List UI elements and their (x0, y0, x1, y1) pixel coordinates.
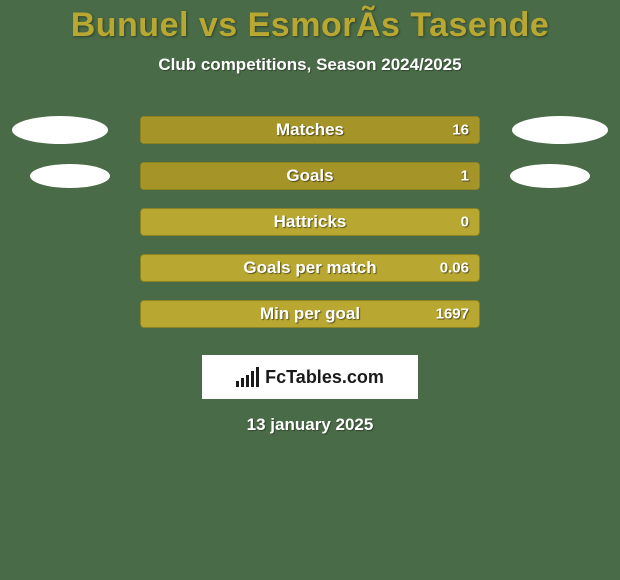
stat-row: Goals per match0.06 (0, 245, 620, 291)
bar-track: Hattricks0 (140, 208, 480, 236)
stat-value: 0 (461, 214, 469, 231)
logo-text: FcTables.com (265, 367, 384, 388)
right-ellipse (510, 164, 590, 188)
logo-box: FcTables.com (202, 355, 418, 399)
stat-label: Min per goal (141, 304, 479, 324)
bar-track: Matches16 (140, 116, 480, 144)
stat-label: Goals per match (141, 258, 479, 278)
left-ellipse (12, 116, 108, 144)
logo-bars-icon (236, 367, 259, 387)
stat-value: 16 (452, 122, 469, 139)
stat-row: Min per goal1697 (0, 291, 620, 337)
stat-label: Goals (141, 166, 479, 186)
bar-track: Min per goal1697 (140, 300, 480, 328)
stat-row: Goals1 (0, 153, 620, 199)
right-ellipse (512, 116, 608, 144)
stat-value: 1 (461, 168, 469, 185)
comparison-chart: Matches16 Goals1 Hattricks0 Goals per match… (0, 107, 620, 337)
page-subtitle: Club competitions, Season 2024/2025 (0, 55, 620, 75)
stat-label: Matches (141, 120, 479, 140)
stat-value: 1697 (436, 306, 469, 323)
stat-value: 0.06 (440, 260, 469, 277)
date-text: 13 january 2025 (0, 415, 620, 435)
page-title: Bunuel vs EsmorÃ­s Tasende (0, 0, 620, 45)
bar-track: Goals1 (140, 162, 480, 190)
left-ellipse (30, 164, 110, 188)
stat-row: Matches16 (0, 107, 620, 153)
bar-track: Goals per match0.06 (140, 254, 480, 282)
stat-row: Hattricks0 (0, 199, 620, 245)
page-root: Bunuel vs EsmorÃ­s Tasende Club competit… (0, 0, 620, 580)
stat-label: Hattricks (141, 212, 479, 232)
